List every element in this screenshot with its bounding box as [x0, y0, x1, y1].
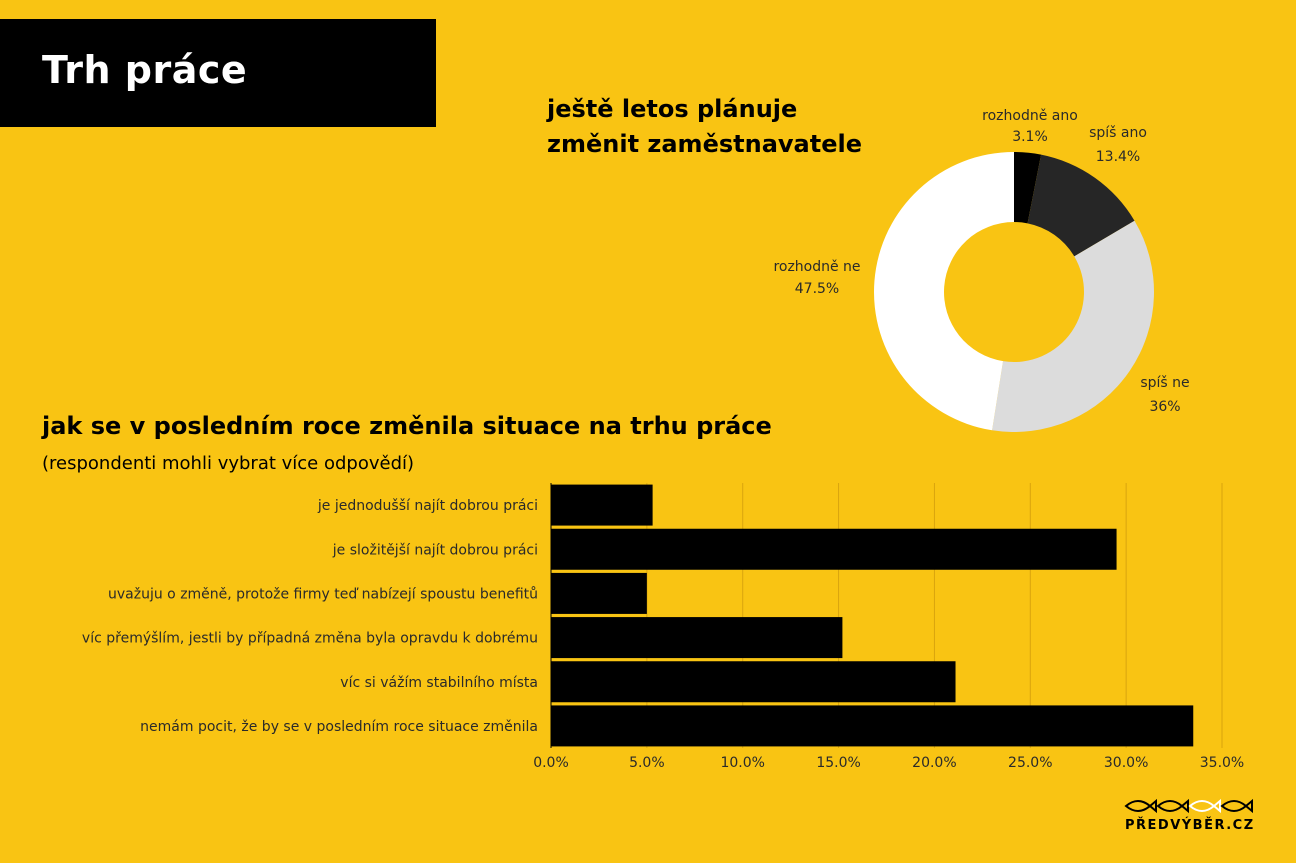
bar: [551, 572, 647, 614]
pie-value-rozhodne-ano: 3.1%: [1012, 129, 1048, 145]
x-tick-label: 15.0%: [816, 755, 860, 771]
page-title: Trh práce: [42, 48, 248, 92]
donut-chart: rozhodně ano 3.1% spíš ano 13.4% spíš ne 36% r…: [773, 108, 1190, 432]
pie-chart-title: ještě letos plánuje změnit zaměstnavatel…: [547, 92, 887, 162]
x-tick-label: 30.0%: [1104, 755, 1148, 771]
pie-value-rozhodne-ne: 47.5%: [795, 281, 839, 297]
pie-label-rozhodne-ano: rozhodně ano: [982, 108, 1078, 124]
logo-text: PŘEDVÝBĚR.CZ: [1125, 818, 1255, 833]
bar-chart-title: jak se v posledním roce změnila situace …: [42, 412, 772, 440]
bar-chart-subtitle: (respondenti mohli vybrat více odpovědí): [42, 453, 415, 474]
category-label: nemám pocit, že by se v posledním roce s…: [140, 719, 538, 735]
bar: [551, 484, 653, 526]
bar-chart: 0.0% 5.0% 10.0% 15.0% 20.0% 25.0% 30.0% 35.0% je…: [82, 483, 1244, 771]
category-label: víc přemýšlím, jestli by případná změna …: [82, 631, 538, 647]
predvyber-logo-icon: [1124, 798, 1253, 814]
pie-value-spis-ne: 36%: [1149, 399, 1180, 415]
pie-slice-rozhodne-ano: [1014, 152, 1042, 224]
pie-slice-spis-ano: [1027, 154, 1135, 257]
bar: [551, 528, 1117, 570]
pie-slice-spis-ne: [992, 220, 1154, 432]
category-label: je jednodušší najít dobrou práci: [317, 498, 538, 514]
pie-title-line-2: změnit zaměstnavatele: [547, 130, 862, 158]
bar: [551, 705, 1194, 747]
x-tick-label: 35.0%: [1200, 755, 1244, 771]
pie-label-rozhodne-ne: rozhodně ne: [773, 259, 860, 275]
pie-label-spis-ne: spíš ne: [1140, 375, 1189, 391]
pie-label-spis-ano: spíš ano: [1089, 125, 1147, 141]
x-tick-label: 0.0%: [533, 755, 569, 771]
category-label: uvažuju o změně, protože firmy teď nabíz…: [108, 586, 538, 602]
x-tick-label: 25.0%: [1008, 755, 1052, 771]
bar: [551, 617, 843, 659]
x-tick-label: 20.0%: [912, 755, 956, 771]
category-label: víc si vážím stabilního místa: [340, 675, 538, 691]
header-box: [0, 19, 436, 127]
x-tick-label: 5.0%: [629, 755, 665, 771]
pie-title-line-1: ještě letos plánuje: [547, 95, 798, 123]
category-label: je složitější najít dobrou práci: [332, 542, 538, 558]
bar: [551, 661, 956, 703]
x-tick-label: 10.0%: [720, 755, 764, 771]
pie-slice-rozhodne-ne: [874, 152, 1014, 431]
pie-value-spis-ano: 13.4%: [1096, 149, 1140, 165]
